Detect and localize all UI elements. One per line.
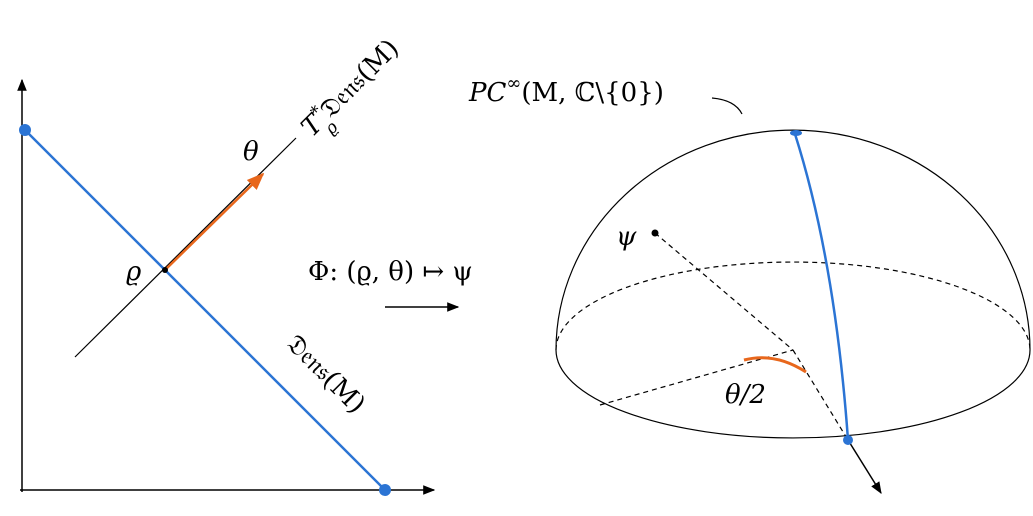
equator-back: [555, 261, 1031, 351]
cotangent-line: [74, 137, 297, 358]
dens-line: [24, 129, 386, 491]
angle-arc: [743, 356, 807, 374]
equator-front: [555, 349, 1031, 439]
phase-curve: [793, 133, 850, 441]
dome: [555, 129, 1031, 351]
radius-line: [599, 349, 794, 406]
label-part: ∞: [506, 73, 521, 94]
rho-point: [162, 267, 168, 273]
curve-end: [843, 435, 853, 445]
rho-label: ϱ: [126, 257, 142, 287]
hemisphere: [555, 97, 1031, 495]
half-angle-label: θ/2: [725, 380, 766, 410]
psi-line: [654, 232, 794, 351]
map-label: Φ: (ϱ, θ) ↦ ψ: [308, 257, 473, 287]
cotangent-label: T*ϱ𝔇𝔢𝔫𝔰(M): [294, 32, 412, 150]
end-point: [19, 124, 31, 136]
theta-label: θ: [243, 137, 259, 167]
pc-leader: [711, 97, 743, 115]
end-point: [379, 484, 391, 496]
psi-point: [651, 229, 659, 237]
curve-start: [790, 130, 802, 136]
axis-arrow: [847, 439, 882, 495]
label-part: 𝔇𝔢𝔫𝔰(M): [314, 34, 405, 125]
pc-label: PC∞(M, ℂ\{0}): [468, 73, 664, 108]
label-part: PC: [468, 78, 506, 108]
label-part: (M, ℂ\{0}): [521, 78, 664, 108]
dens-label: 𝔇𝔢𝔫𝔰(M): [280, 329, 371, 420]
theta-arrow: [164, 172, 265, 271]
psi-label: ψ: [616, 222, 637, 252]
